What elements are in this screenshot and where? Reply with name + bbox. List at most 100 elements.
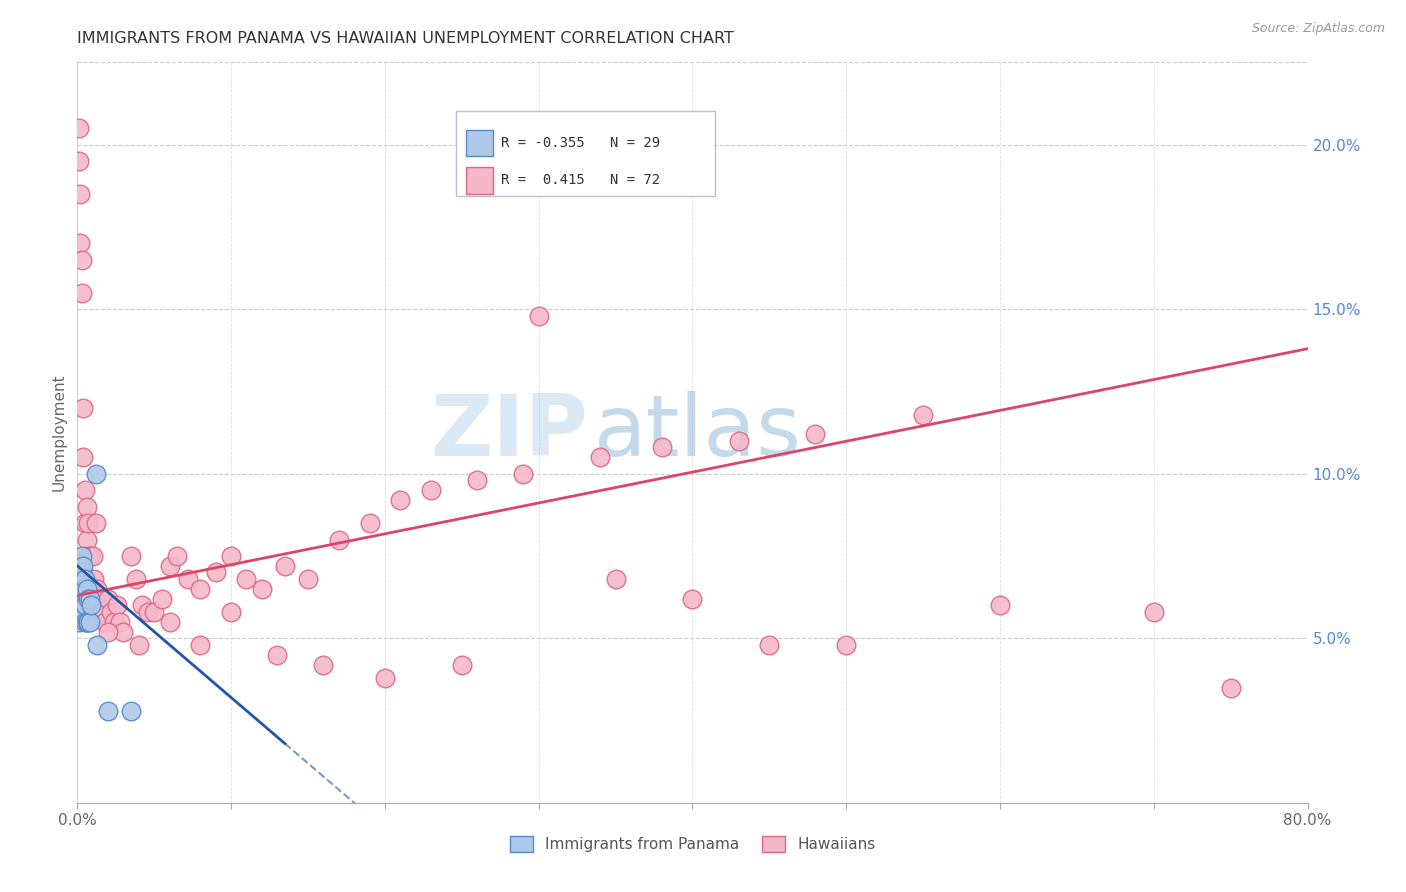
Point — [682, 591, 704, 606]
Point — [219, 605, 242, 619]
Point — [72, 558, 94, 573]
Point — [73, 599, 96, 613]
Point — [69, 558, 91, 573]
Point — [266, 648, 288, 662]
Point — [69, 589, 91, 603]
Point — [389, 493, 412, 508]
Point — [97, 591, 120, 606]
Point — [651, 441, 673, 455]
Point — [328, 533, 350, 547]
Point — [84, 516, 107, 530]
Point — [235, 572, 257, 586]
Bar — [467, 167, 494, 194]
Point — [835, 638, 858, 652]
Point — [1219, 681, 1241, 695]
Point — [73, 483, 96, 498]
Point — [527, 309, 550, 323]
Point — [76, 500, 98, 514]
Point — [97, 704, 120, 718]
Point — [131, 599, 153, 613]
Point — [159, 615, 181, 629]
Point — [73, 615, 96, 629]
Point — [80, 599, 103, 613]
Point — [73, 516, 96, 530]
Point — [188, 582, 212, 596]
Point — [97, 624, 120, 639]
Point — [67, 572, 90, 586]
Point — [69, 605, 91, 619]
Point — [76, 582, 98, 596]
Point — [188, 638, 212, 652]
Point — [69, 236, 91, 251]
Point — [128, 638, 150, 652]
Point — [450, 657, 472, 672]
Text: IMMIGRANTS FROM PANAMA VS HAWAIIAN UNEMPLOYMENT CORRELATION CHART: IMMIGRANTS FROM PANAMA VS HAWAIIAN UNEMP… — [77, 31, 734, 46]
Point — [69, 187, 91, 202]
Point — [77, 615, 100, 629]
Point — [100, 605, 122, 619]
Point — [87, 591, 110, 606]
Point — [219, 549, 242, 563]
Point — [77, 549, 100, 563]
Point — [76, 533, 98, 547]
Point — [143, 605, 166, 619]
Point — [312, 657, 335, 672]
Point — [110, 615, 132, 629]
Point — [727, 434, 749, 448]
Point — [177, 572, 200, 586]
Point — [70, 589, 93, 603]
Point — [112, 624, 135, 639]
Point — [105, 599, 128, 613]
Point — [204, 566, 226, 580]
Point — [512, 467, 534, 481]
Point — [67, 556, 90, 570]
Point — [274, 558, 297, 573]
Point — [988, 599, 1011, 613]
Point — [70, 566, 93, 580]
Point — [804, 427, 827, 442]
Point — [67, 599, 90, 613]
Point — [758, 638, 780, 652]
Point — [72, 582, 94, 596]
Point — [136, 605, 159, 619]
Point — [297, 572, 319, 586]
Point — [77, 591, 100, 606]
Point — [70, 252, 93, 267]
Point — [67, 154, 90, 169]
Point — [359, 516, 381, 530]
FancyBboxPatch shape — [457, 111, 714, 195]
Point — [77, 516, 100, 530]
Bar — [467, 129, 494, 156]
Text: R =  0.415   N = 72: R = 0.415 N = 72 — [501, 173, 659, 187]
Point — [250, 582, 273, 596]
Point — [82, 549, 104, 563]
Point — [67, 121, 90, 136]
Text: atlas: atlas — [595, 391, 801, 475]
Point — [90, 605, 114, 619]
Point — [605, 572, 627, 586]
Text: Source: ZipAtlas.com: Source: ZipAtlas.com — [1251, 22, 1385, 36]
Point — [420, 483, 443, 498]
Point — [103, 615, 125, 629]
Point — [94, 615, 117, 629]
Point — [120, 549, 142, 563]
Point — [72, 605, 94, 619]
Point — [465, 473, 488, 487]
Point — [150, 591, 173, 606]
Legend: Immigrants from Panama, Hawaiians: Immigrants from Panama, Hawaiians — [503, 830, 882, 858]
Y-axis label: Unemployment: Unemployment — [51, 374, 66, 491]
Point — [67, 589, 90, 603]
Point — [76, 615, 98, 629]
Point — [120, 704, 142, 718]
Point — [86, 582, 108, 596]
Point — [72, 401, 94, 415]
Point — [86, 638, 108, 652]
Point — [374, 671, 396, 685]
Point — [67, 615, 90, 629]
Text: ZIP: ZIP — [430, 391, 588, 475]
Point — [79, 549, 101, 563]
Point — [84, 467, 107, 481]
Point — [166, 549, 188, 563]
Point — [1143, 605, 1166, 619]
Point — [79, 591, 101, 606]
